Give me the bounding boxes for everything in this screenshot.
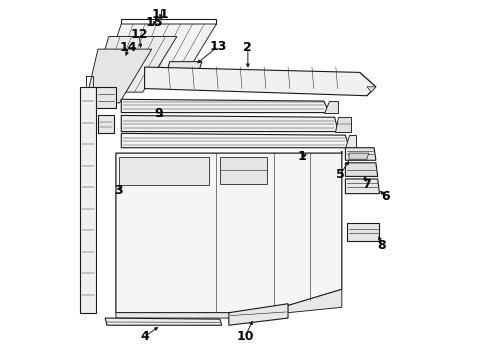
Polygon shape — [229, 304, 288, 325]
Polygon shape — [220, 157, 267, 184]
Polygon shape — [80, 87, 96, 313]
Polygon shape — [120, 157, 209, 185]
Polygon shape — [85, 49, 152, 103]
Circle shape — [142, 206, 172, 236]
Circle shape — [174, 219, 194, 238]
Polygon shape — [122, 19, 216, 24]
Text: 6: 6 — [382, 190, 390, 203]
Polygon shape — [93, 37, 177, 92]
Text: 11: 11 — [152, 8, 170, 21]
Polygon shape — [166, 74, 188, 83]
Polygon shape — [335, 117, 351, 132]
Polygon shape — [105, 318, 221, 325]
Polygon shape — [122, 134, 349, 148]
Polygon shape — [166, 62, 202, 74]
Polygon shape — [101, 24, 216, 83]
Polygon shape — [345, 179, 379, 194]
Polygon shape — [122, 116, 338, 132]
Text: 8: 8 — [378, 239, 386, 252]
Text: 2: 2 — [244, 41, 252, 54]
Polygon shape — [347, 223, 379, 241]
Polygon shape — [367, 87, 376, 92]
Polygon shape — [349, 153, 368, 159]
Circle shape — [267, 212, 288, 234]
Text: 13: 13 — [209, 40, 227, 53]
Polygon shape — [98, 116, 114, 134]
Text: 9: 9 — [154, 107, 163, 120]
Circle shape — [206, 204, 234, 231]
Text: 15: 15 — [146, 16, 163, 29]
Circle shape — [185, 195, 197, 208]
Text: 7: 7 — [363, 178, 371, 191]
Polygon shape — [96, 87, 116, 108]
Polygon shape — [324, 101, 338, 113]
Text: 4: 4 — [140, 330, 149, 343]
Text: 1: 1 — [297, 150, 306, 163]
Circle shape — [241, 224, 256, 240]
Text: 14: 14 — [120, 41, 137, 54]
Polygon shape — [145, 67, 376, 96]
Text: 10: 10 — [236, 330, 254, 343]
Text: 12: 12 — [130, 28, 148, 41]
Polygon shape — [116, 289, 342, 318]
Polygon shape — [345, 163, 378, 176]
Text: 5: 5 — [336, 168, 344, 181]
Polygon shape — [116, 151, 342, 313]
Polygon shape — [345, 148, 376, 160]
Polygon shape — [122, 99, 329, 113]
Polygon shape — [345, 135, 356, 148]
Text: 3: 3 — [115, 184, 123, 197]
